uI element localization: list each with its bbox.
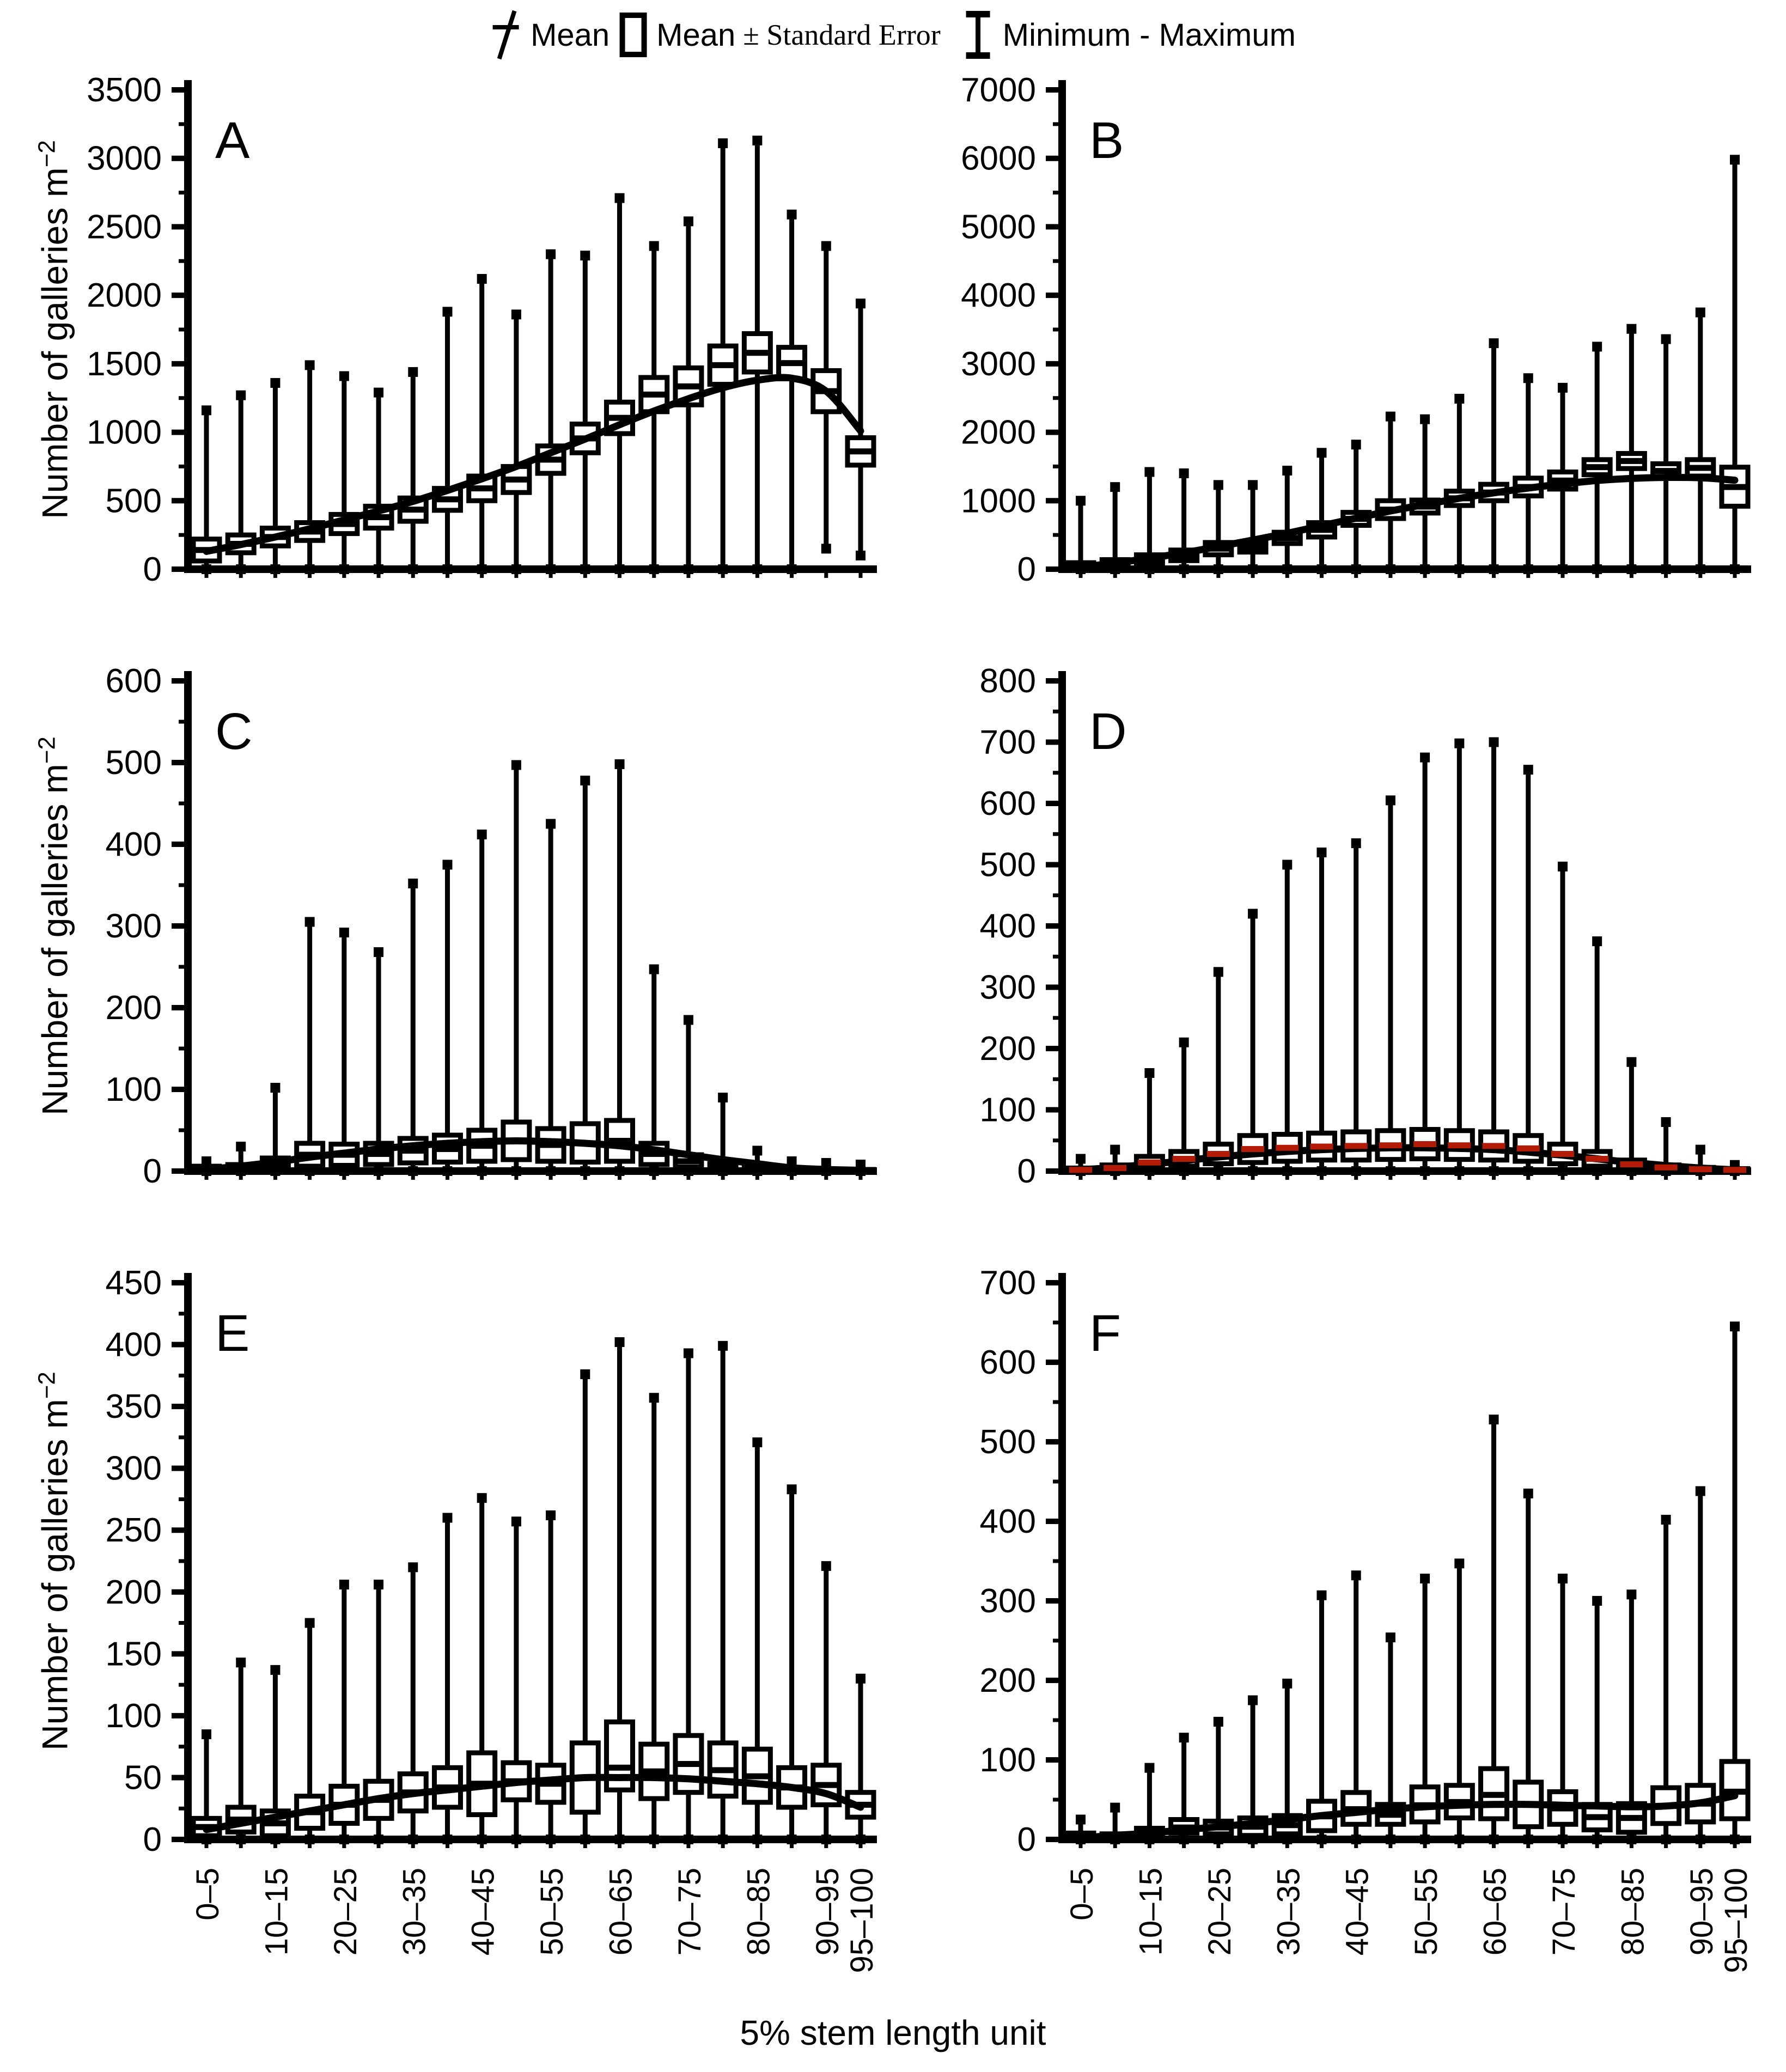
svg-text:40–45: 40–45 [1340, 1868, 1375, 1955]
svg-text:30–35: 30–35 [397, 1868, 432, 1955]
svg-text:B: B [1089, 112, 1124, 169]
svg-text:400: 400 [106, 826, 162, 863]
svg-text:400: 400 [106, 1326, 162, 1364]
svg-text:700: 700 [980, 724, 1036, 761]
svg-text:600: 600 [980, 785, 1036, 822]
panel-C-chart: 0 100 200 300 400 500 600 C [106, 662, 877, 1190]
legend-mean-label: Mean [531, 17, 610, 53]
svg-text:1000: 1000 [961, 482, 1036, 520]
svg-text:60–65: 60–65 [604, 1868, 639, 1955]
svg-text:10–15: 10–15 [259, 1868, 294, 1955]
svg-text:F: F [1089, 1305, 1121, 1362]
svg-text:70–75: 70–75 [1546, 1868, 1582, 1955]
svg-text:10–15: 10–15 [1133, 1868, 1168, 1955]
svg-text:3000: 3000 [87, 140, 162, 178]
svg-text:C: C [215, 703, 253, 760]
legend: Mean Mean ± Standard Error Minimum - Max… [490, 9, 1296, 61]
svg-text:500: 500 [980, 1423, 1036, 1461]
svg-text:40–45: 40–45 [466, 1868, 501, 1955]
svg-text:50–55: 50–55 [1409, 1868, 1444, 1955]
svg-text:0: 0 [143, 551, 162, 588]
svg-text:20–25: 20–25 [1202, 1868, 1238, 1955]
svg-text:0: 0 [1017, 1153, 1036, 1190]
panel-E-chart: 0 50 100 150 200 250 300 350 400 450 E 0–5 10–15 20–2… [106, 1264, 880, 1973]
svg-text:600: 600 [106, 662, 162, 700]
legend-minmax-label: Minimum - Maximum [1002, 17, 1296, 53]
svg-text:200: 200 [106, 1574, 162, 1611]
svg-text:800: 800 [980, 662, 1036, 700]
svg-text:4000: 4000 [961, 277, 1036, 314]
svg-text:30–35: 30–35 [1271, 1868, 1306, 1955]
svg-text:100: 100 [106, 1071, 162, 1108]
svg-text:2000: 2000 [961, 414, 1036, 452]
svg-text:500: 500 [106, 744, 162, 782]
x-axis-title: 5% stem length unit [740, 2013, 1046, 2052]
svg-text:200: 200 [980, 1030, 1036, 1068]
svg-text:0: 0 [1017, 1821, 1036, 1858]
svg-text:95–100: 95–100 [1718, 1868, 1754, 1973]
svg-text:700: 700 [980, 1264, 1036, 1302]
svg-text:90–95: 90–95 [810, 1868, 845, 1955]
panel-F-chart: 0 100 200 300 400 500 600 700 F 0–5 10–15 20–25 30–3… [980, 1264, 1754, 1973]
svg-text:20–25: 20–25 [328, 1868, 363, 1955]
svg-text:0–5: 0–5 [1064, 1868, 1100, 1921]
svg-text:3000: 3000 [961, 345, 1036, 383]
svg-text:0–5: 0–5 [190, 1868, 225, 1921]
svg-text:500: 500 [980, 846, 1036, 884]
panel-B-chart: 0 1000 2000 3000 4000 5000 6000 7000 B [961, 71, 1751, 588]
svg-text:80–85: 80–85 [1615, 1868, 1650, 1955]
svg-text:90–95: 90–95 [1684, 1868, 1720, 1955]
svg-text:7000: 7000 [961, 71, 1036, 109]
svg-text:D: D [1089, 703, 1127, 760]
svg-text:400: 400 [980, 907, 1036, 945]
svg-text:0: 0 [1017, 551, 1036, 588]
svg-text:E: E [215, 1305, 249, 1362]
y-axis-title-row1: Number of galleries m−2 [33, 140, 75, 519]
svg-text:50: 50 [124, 1759, 162, 1796]
svg-text:6000: 6000 [961, 140, 1036, 178]
y-axis-title-row2: Number of galleries m−2 [33, 736, 75, 1116]
se-box-icon [619, 13, 647, 57]
svg-text:70–75: 70–75 [672, 1868, 708, 1955]
legend-se-label-rest: ± Standard Error [743, 19, 941, 51]
svg-text:100: 100 [980, 1741, 1036, 1779]
svg-text:2500: 2500 [87, 208, 162, 246]
svg-text:250: 250 [106, 1512, 162, 1549]
svg-text:100: 100 [106, 1697, 162, 1735]
mean-curve-icon [492, 10, 519, 60]
svg-text:600: 600 [980, 1344, 1036, 1381]
svg-text:5000: 5000 [961, 208, 1036, 246]
svg-text:350: 350 [106, 1388, 162, 1425]
svg-text:50–55: 50–55 [534, 1868, 570, 1955]
svg-text:A: A [215, 112, 250, 169]
svg-text:60–65: 60–65 [1478, 1868, 1513, 1955]
svg-text:500: 500 [106, 482, 162, 520]
svg-text:0: 0 [143, 1153, 162, 1190]
svg-text:3500: 3500 [87, 71, 162, 109]
panel-A-chart: 0 500 1000 1500 2000 2500 3000 3500 A [87, 71, 877, 588]
svg-text:300: 300 [980, 1582, 1036, 1620]
y-axis-title-row3: Number of galleries m−2 [33, 1372, 75, 1751]
svg-text:300: 300 [106, 907, 162, 945]
svg-text:200: 200 [980, 1662, 1036, 1699]
svg-text:150: 150 [106, 1635, 162, 1673]
legend-se-label-main: Mean [656, 17, 736, 53]
svg-text:1500: 1500 [87, 345, 162, 383]
svg-text:1000: 1000 [87, 414, 162, 452]
svg-text:450: 450 [106, 1264, 162, 1302]
svg-text:300: 300 [980, 969, 1036, 1007]
svg-text:200: 200 [106, 989, 162, 1027]
svg-text:100: 100 [980, 1092, 1036, 1129]
svg-text:0: 0 [143, 1821, 162, 1858]
svg-text:300: 300 [106, 1450, 162, 1488]
minmax-ibeam-icon [966, 11, 990, 59]
svg-text:95–100: 95–100 [844, 1868, 880, 1973]
svg-text:2000: 2000 [87, 277, 162, 314]
panel-D-chart: 0 100 200 300 400 500 600 700 800 D [980, 662, 1751, 1190]
svg-text:400: 400 [980, 1503, 1036, 1540]
svg-text:80–85: 80–85 [741, 1868, 776, 1955]
